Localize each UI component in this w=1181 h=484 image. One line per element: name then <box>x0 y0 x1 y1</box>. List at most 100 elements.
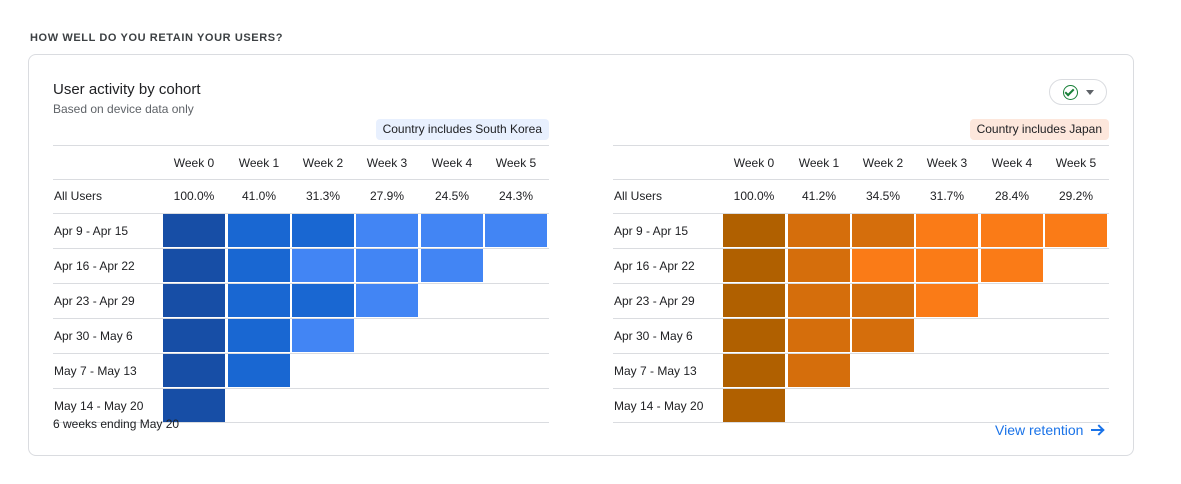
heatmap-cell <box>292 284 354 317</box>
heatmap-cell <box>788 319 850 352</box>
heatmap-cell <box>916 284 978 317</box>
heatmap-cell <box>916 214 978 247</box>
heatmap-cell <box>356 284 418 317</box>
heatmap-cell <box>421 214 483 247</box>
column-header: Week 0 <box>173 156 215 170</box>
heatmap-cell <box>163 284 225 317</box>
column-header: Week 1 <box>798 156 840 170</box>
heatmap-cell <box>788 284 850 317</box>
heatmap-cell <box>1045 214 1107 247</box>
heatmap-cell <box>292 319 354 352</box>
view-retention-link[interactable]: View retention <box>995 422 1103 438</box>
comparison-toggle-button[interactable] <box>1049 79 1107 105</box>
cohort-row-label: Apr 23 - Apr 29 <box>614 294 695 308</box>
heatmap-cell <box>163 389 225 422</box>
column-header: Week 3 <box>926 156 968 170</box>
grid-line <box>53 248 549 249</box>
all-users-value: 100.0% <box>173 189 215 203</box>
all-users-value: 28.4% <box>994 189 1030 203</box>
heatmap-cell <box>981 214 1043 247</box>
heatmap-cell <box>163 214 225 247</box>
heatmap-cell <box>421 249 483 282</box>
all-users-value: 31.3% <box>305 189 341 203</box>
cohort-row-label: Apr 16 - Apr 22 <box>614 259 695 273</box>
grid-line <box>613 179 1109 180</box>
cohort-card: User activity by cohort Based on device … <box>28 54 1134 456</box>
grid-line <box>53 283 549 284</box>
grid-line <box>53 353 549 354</box>
column-header: Week 2 <box>302 156 344 170</box>
heatmap-cell <box>228 284 290 317</box>
cohort-row-label: May 14 - May 20 <box>54 399 144 413</box>
column-header: Week 5 <box>495 156 537 170</box>
heatmap-cell <box>723 284 785 317</box>
view-retention-label: View retention <box>995 422 1084 438</box>
cohort-row-label: Apr 30 - May 6 <box>54 329 133 343</box>
heatmap-cell <box>723 319 785 352</box>
heatmap-cell <box>852 284 914 317</box>
arrow-right-icon <box>1091 424 1103 436</box>
grid-line <box>613 353 1109 354</box>
heatmap-cell <box>981 249 1043 282</box>
column-header: Week 0 <box>733 156 775 170</box>
heatmap-cell <box>228 319 290 352</box>
column-header: Week 1 <box>238 156 280 170</box>
heatmap-cell <box>788 249 850 282</box>
all-users-value: 41.0% <box>241 189 277 203</box>
segment-chip: Country includes Japan <box>969 119 1109 140</box>
cohort-row-label: Apr 9 - Apr 15 <box>54 224 129 238</box>
grid-line <box>53 388 549 389</box>
column-header: Week 4 <box>431 156 473 170</box>
cohort-row-label: May 14 - May 20 <box>614 399 704 413</box>
heatmap-cell <box>723 354 785 387</box>
all-users-value: 24.5% <box>434 189 470 203</box>
all-users-value: 27.9% <box>369 189 405 203</box>
segment-chip: Country includes South Korea <box>375 119 549 140</box>
heatmap-cell <box>163 319 225 352</box>
column-header: Week 5 <box>1055 156 1097 170</box>
all-users-value: 31.7% <box>929 189 965 203</box>
grid-line <box>53 213 549 214</box>
heatmap-cell <box>292 249 354 282</box>
grid-line <box>613 145 1109 146</box>
heatmap-cell <box>356 249 418 282</box>
cohort-row-label: Apr 16 - Apr 22 <box>54 259 135 273</box>
section-title: HOW WELL DO YOU RETAIN YOUR USERS? <box>30 32 284 44</box>
all-users-label: All Users <box>54 189 103 203</box>
heatmap-cell <box>916 249 978 282</box>
heatmap-cell <box>788 354 850 387</box>
all-users-label: All Users <box>614 189 663 203</box>
card-title: User activity by cohort <box>53 81 201 98</box>
all-users-value: 34.5% <box>865 189 901 203</box>
all-users-value: 41.2% <box>801 189 837 203</box>
all-users-value: 100.0% <box>733 189 775 203</box>
cohort-table-japan: Country includes Japan Week 0 Week 1 Week 2… <box>613 119 1109 423</box>
column-header: Week 3 <box>366 156 408 170</box>
grid-line <box>53 145 549 146</box>
heatmap-cell <box>163 249 225 282</box>
heatmap-cell <box>723 249 785 282</box>
footer-note: 6 weeks ending May 20 <box>53 417 180 431</box>
heatmap-cell <box>723 214 785 247</box>
heatmap-cell <box>852 214 914 247</box>
grid-line <box>53 179 549 180</box>
column-header: Week 2 <box>862 156 904 170</box>
heatmap-cell <box>485 214 547 247</box>
cohort-row-label: Apr 9 - Apr 15 <box>614 224 689 238</box>
grid-line <box>53 422 549 423</box>
heatmap-cell <box>163 354 225 387</box>
cohort-row-label: Apr 23 - Apr 29 <box>54 294 135 308</box>
cohort-row-label: May 7 - May 13 <box>54 364 137 378</box>
grid-line <box>613 248 1109 249</box>
heatmap-cell <box>292 214 354 247</box>
caret-down-icon <box>1085 89 1094 95</box>
grid-line <box>613 318 1109 319</box>
all-users-value: 29.2% <box>1058 189 1094 203</box>
card-subtitle: Based on device data only <box>53 102 194 116</box>
cohort-table-south-korea: Country includes South Korea Week 0 Week 1… <box>53 119 549 423</box>
heatmap-cell <box>723 389 785 422</box>
heatmap-cell <box>228 214 290 247</box>
grid-line <box>613 283 1109 284</box>
heatmap-cell <box>852 249 914 282</box>
column-header: Week 4 <box>991 156 1033 170</box>
